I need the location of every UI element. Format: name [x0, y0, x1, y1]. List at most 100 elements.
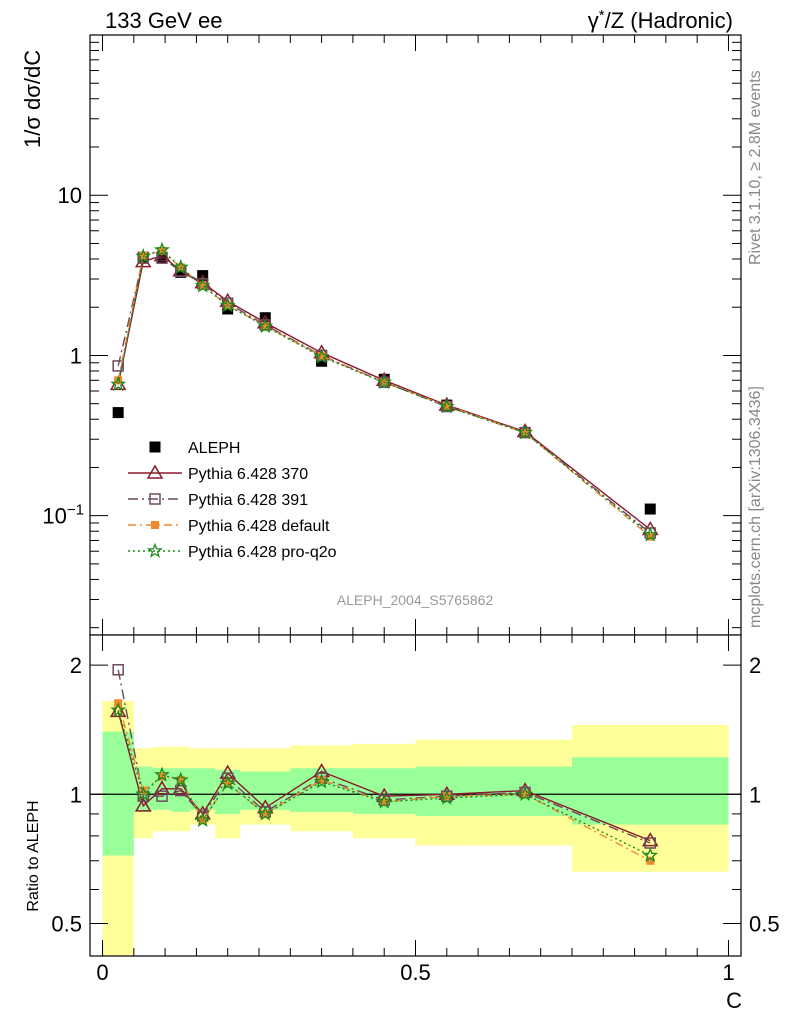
- ratio-series-marker: [135, 785, 152, 802]
- x-axis-label: C: [726, 988, 742, 1013]
- series-marker: [114, 376, 123, 385]
- legend: ALEPH Pythia 6.428 370 Pythia 6.428 391 Pyt…: [128, 440, 337, 561]
- main-panel-background: [90, 35, 741, 635]
- series-marker: [172, 258, 189, 275]
- legend-entry-1: Pythia 6.428 370: [128, 464, 308, 483]
- ratio-y-tick-label: 1: [70, 782, 82, 807]
- ratio-series-marker: [153, 780, 171, 795]
- uncertainty-band-inner: [190, 768, 216, 810]
- ratio-series-marker: [641, 832, 659, 847]
- legend-label: Pythia 6.428 pro-q2o: [188, 544, 337, 561]
- ratio-y-tick-label-right: 2: [749, 653, 761, 678]
- ratio-series-marker: [176, 775, 185, 784]
- main-panel-series: [109, 241, 659, 542]
- analysis-watermark: ALEPH_2004_S5765862: [337, 592, 494, 608]
- ratio-y-tick-label: 0.5: [51, 911, 82, 936]
- ratio-series-marker: [380, 797, 389, 806]
- legend-marker: [151, 521, 159, 529]
- ratio-y-axis-label: Ratio to ALEPH: [25, 800, 42, 911]
- data-point: [316, 355, 328, 367]
- ratio-series-marker: [112, 664, 124, 676]
- series-marker: [154, 241, 170, 257]
- ratio-series-marker: [134, 797, 152, 812]
- ratio-series-marker: [194, 811, 211, 828]
- data-point: [644, 503, 656, 515]
- ratio-series-marker: [317, 775, 326, 784]
- series-marker: [257, 317, 274, 334]
- data-point: [175, 266, 187, 278]
- series-4: [110, 241, 659, 542]
- legend-entry-2: Pythia 6.428 391: [128, 492, 308, 509]
- uncertainty-band-inner: [352, 768, 416, 814]
- ratio-series-marker: [642, 847, 659, 863]
- x-tick-label: 0.5: [400, 960, 431, 985]
- ratio-series-marker: [219, 775, 236, 791]
- x-tick-label: 1: [722, 960, 734, 985]
- ratio-series-marker: [156, 790, 168, 802]
- series-marker: [261, 321, 270, 330]
- legend-label: Pythia 6.428 default: [188, 518, 330, 535]
- ratio-series-marker: [646, 856, 655, 865]
- ratio-series-marker: [521, 790, 530, 799]
- ratio-series-marker: [110, 701, 127, 717]
- ratio-y-tick-label: 2: [70, 653, 82, 678]
- ratio-series-marker: [438, 789, 455, 805]
- rivet-version-label: Rivet 3.1.10, ≥ 2.8M events: [747, 70, 764, 265]
- data-point: [259, 312, 271, 324]
- series-marker: [110, 376, 127, 392]
- uncertainty-band-inner: [571, 757, 729, 825]
- legend-marker: [149, 493, 161, 505]
- series-marker: [194, 277, 211, 293]
- ratio-panel-series: [109, 664, 659, 865]
- ratio-series-marker: [139, 786, 148, 795]
- ratio-y-tick-label-right: 0.5: [749, 911, 780, 936]
- ratio-panel-background: [90, 635, 741, 956]
- y-tick-label: 1: [70, 343, 82, 368]
- series-line: [117, 254, 651, 531]
- data-point: [112, 407, 124, 419]
- main-panel-axes: 10−1 1 10: [42, 34, 742, 636]
- series-marker: [646, 532, 655, 541]
- legend-label: Pythia 6.428 391: [188, 492, 308, 509]
- ratio-series-marker: [154, 766, 170, 782]
- legend-entry-0: ALEPH: [149, 440, 240, 457]
- legend-label: Pythia 6.428 370: [188, 466, 308, 483]
- ratio-series-marker: [172, 780, 190, 795]
- y-tick-label: 10−1: [42, 502, 84, 529]
- process-title: γ*/Z (Hadronic): [588, 7, 733, 33]
- main-y-axis-label: 1/σ dσ/dC: [20, 50, 45, 148]
- ratio-panel-axes: 0.5 0.5 1 1 2 2 0 0.5 1: [51, 634, 780, 985]
- legend-marker: [147, 542, 163, 558]
- ratio-series-marker: [257, 805, 274, 821]
- legend-entry-4: Pythia 6.428 pro-q2o: [128, 542, 337, 561]
- ratio-series-marker: [517, 785, 533, 802]
- series-marker: [139, 251, 148, 260]
- ratio-series-marker: [313, 773, 330, 789]
- ratio-series-marker: [157, 772, 166, 781]
- x-tick-label: 0: [96, 960, 108, 985]
- main-plot-area: [90, 35, 741, 635]
- series-marker: [442, 401, 451, 410]
- series-marker: [135, 248, 152, 264]
- series-marker: [317, 352, 326, 361]
- y-tick-label: 10: [58, 183, 82, 208]
- legend-marker: [146, 464, 164, 479]
- legend-label: ALEPH: [188, 440, 240, 457]
- ratio-series-marker: [376, 793, 393, 809]
- legend-entry-3: Pythia 6.428 default: [128, 518, 330, 535]
- series-marker: [219, 297, 236, 313]
- series-marker: [517, 424, 533, 440]
- ratio-y-tick-label-right: 1: [749, 782, 761, 807]
- chart-title: 133 GeV ee: [105, 8, 222, 33]
- series-marker: [198, 281, 207, 290]
- legend-marker: [149, 441, 161, 453]
- mcplots-label: mcplots.cern.ch [arXiv:1306.3436]: [747, 386, 764, 628]
- ratio-series-marker: [223, 779, 232, 788]
- series-marker: [642, 526, 659, 542]
- ratio-series-marker: [442, 792, 451, 801]
- series-marker: [438, 398, 455, 414]
- series-marker: [112, 360, 124, 372]
- ratio-series-marker: [172, 771, 189, 787]
- ratio-series-marker: [261, 809, 270, 818]
